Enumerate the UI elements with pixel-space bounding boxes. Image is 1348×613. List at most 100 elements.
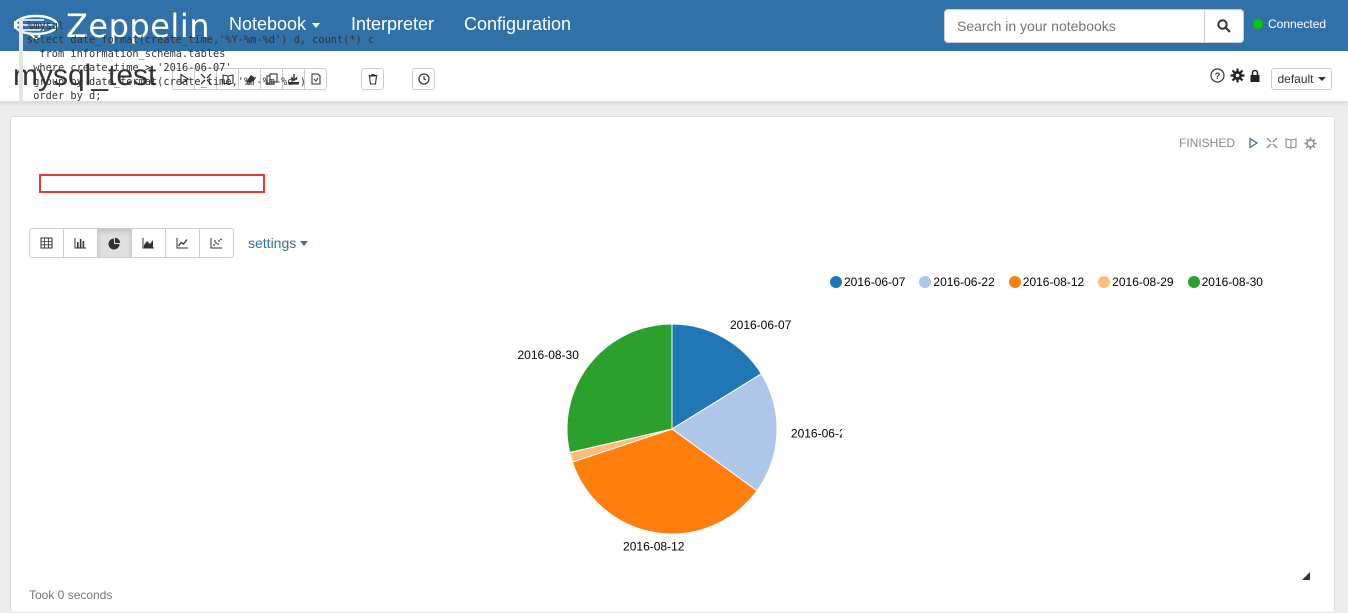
gear-icon[interactable] bbox=[1230, 68, 1245, 83]
brand-name[interactable]: Zeppelin bbox=[66, 7, 210, 45]
legend-item[interactable]: 2016-06-22 bbox=[919, 275, 995, 289]
scheduler-group bbox=[412, 68, 435, 90]
search-icon bbox=[1217, 19, 1231, 33]
note-title[interactable]: mysql_test bbox=[13, 59, 157, 92]
run-all-icon bbox=[179, 73, 189, 85]
search-button[interactable] bbox=[1204, 9, 1244, 43]
legend-swatch bbox=[1187, 276, 1200, 288]
delete-note-button[interactable] bbox=[361, 68, 384, 90]
hide-code-button[interactable] bbox=[194, 68, 217, 90]
highlight-annotation bbox=[39, 174, 265, 193]
legend-label: 2016-06-07 bbox=[844, 275, 906, 289]
top-navbar: Zeppelin Notebook Interpreter Configurat… bbox=[0, 0, 1348, 51]
trash-icon bbox=[368, 74, 377, 85]
legend-label: 2016-08-12 bbox=[1022, 275, 1085, 289]
hide-output-icon bbox=[221, 74, 234, 85]
table-view-button[interactable] bbox=[29, 228, 64, 258]
settings-label[interactable]: settings bbox=[248, 235, 297, 251]
table-icon bbox=[40, 237, 53, 249]
run-paragraph-button[interactable] bbox=[1246, 136, 1260, 150]
pie-chart-icon bbox=[108, 237, 121, 249]
settings-toggle[interactable]: settings bbox=[248, 235, 309, 251]
zeppelin-logo-icon bbox=[13, 14, 59, 41]
clone-icon bbox=[265, 73, 278, 85]
pie-slice-label: 2016-08-12 bbox=[623, 540, 685, 554]
note-settings-icons: ? bbox=[1210, 68, 1261, 83]
legend-swatch bbox=[830, 276, 842, 288]
hide-editor-button[interactable] bbox=[1265, 136, 1279, 150]
legend-label: 2016-08-29 bbox=[1112, 275, 1174, 289]
legend-item[interactable]: 2016-06-07 bbox=[830, 275, 905, 289]
bar-chart-icon bbox=[74, 238, 86, 249]
gear-icon bbox=[1304, 137, 1317, 149]
nav-notebook-label[interactable]: Notebook bbox=[229, 14, 307, 34]
brand[interactable]: Zeppelin bbox=[10, 4, 210, 48]
nav-configuration[interactable]: Configuration bbox=[464, 14, 572, 34]
hide-result-button[interactable] bbox=[1284, 136, 1298, 150]
code-line: order by d; bbox=[27, 90, 102, 102]
legend-swatch bbox=[1008, 276, 1021, 288]
chart-legend: 2016-06-07 2016-06-22 2016-08-12 2016-08… bbox=[830, 275, 1277, 289]
lock-icon[interactable] bbox=[1249, 69, 1261, 83]
export-icon bbox=[288, 74, 299, 85]
connection-indicator-icon bbox=[1253, 19, 1263, 29]
scatter-chart-button[interactable] bbox=[199, 228, 234, 258]
paragraph-settings-button[interactable] bbox=[1303, 136, 1317, 150]
bar-chart-button[interactable] bbox=[63, 228, 98, 258]
note-toolbar bbox=[172, 68, 327, 90]
area-chart-button[interactable] bbox=[131, 228, 166, 258]
clear-output-icon bbox=[244, 75, 255, 85]
pie-chart-button[interactable] bbox=[97, 228, 132, 258]
pie-chart: 2016-06-07 2016-06-22 2016-08-12 2016-08-30 bbox=[518, 318, 842, 554]
legend-item[interactable]: 2016-08-12 bbox=[1008, 275, 1085, 289]
code-line: %mysql bbox=[27, 20, 65, 32]
pie-slice-label: 2016-06-07 bbox=[730, 318, 792, 332]
pie-slice-label: 2016-06-22 bbox=[791, 426, 842, 440]
note-header: mysql_test ? bbox=[0, 51, 1348, 102]
code-line: where create_time > '2016-06-07' bbox=[27, 62, 232, 74]
paragraph-footer: Took 0 seconds bbox=[29, 588, 113, 602]
legend-swatch bbox=[919, 276, 932, 288]
connection-status: Connected bbox=[1253, 17, 1326, 31]
legend-swatch bbox=[1098, 276, 1111, 288]
help-icon[interactable]: ? bbox=[1210, 68, 1225, 83]
trash-group bbox=[361, 68, 384, 90]
clock-icon bbox=[417, 73, 430, 85]
visualization-switcher bbox=[29, 228, 234, 258]
legend-item[interactable]: 2016-08-30 bbox=[1187, 275, 1263, 289]
chevron-down-icon bbox=[300, 240, 309, 246]
pie-slice[interactable] bbox=[566, 323, 673, 454]
code-line: from information_schema.tables bbox=[27, 48, 226, 60]
svg-text:?: ? bbox=[1215, 71, 1221, 81]
paragraph-status: FINISHED bbox=[1179, 136, 1236, 150]
hide-code-icon bbox=[200, 73, 211, 85]
scheduler-button[interactable] bbox=[412, 68, 435, 90]
area-chart-icon bbox=[142, 238, 154, 249]
version-icon bbox=[310, 73, 321, 85]
interpreter-binding-label: default bbox=[1277, 72, 1314, 86]
code-line: group by date_format(create_time,'%Y-%m-… bbox=[27, 76, 306, 88]
legend-item[interactable]: 2016-08-29 bbox=[1098, 275, 1174, 289]
code-line: select date_format(create_time,'%Y-%m-%d… bbox=[27, 34, 375, 46]
legend-label: 2016-08-30 bbox=[1201, 275, 1263, 289]
resize-handle-icon[interactable] bbox=[1302, 572, 1310, 580]
scatter-chart-icon bbox=[210, 238, 222, 249]
paragraph-controls: FINISHED bbox=[1179, 136, 1317, 150]
search-input[interactable] bbox=[944, 9, 1205, 43]
version-button[interactable] bbox=[304, 68, 327, 90]
pie-slice[interactable] bbox=[571, 428, 758, 535]
hide-output-icon bbox=[1285, 138, 1297, 149]
interpreter-binding-dropdown[interactable]: default bbox=[1271, 68, 1332, 90]
pie-slice-label: 2016-08-30 bbox=[518, 348, 580, 362]
code-editor[interactable]: %mysql select date_format(create_time,'%Y… bbox=[19, 19, 374, 103]
chevron-down-icon bbox=[312, 22, 321, 28]
nav-interpreter[interactable]: Interpreter bbox=[351, 14, 435, 34]
hide-code-icon bbox=[1266, 137, 1278, 149]
pie-slice[interactable] bbox=[671, 373, 778, 492]
connection-label: Connected bbox=[1268, 17, 1327, 31]
line-chart-button[interactable] bbox=[165, 228, 200, 258]
pie-slice[interactable] bbox=[671, 323, 763, 430]
nav-notebook[interactable]: Notebook bbox=[229, 14, 321, 35]
export-button[interactable] bbox=[282, 68, 305, 90]
chevron-down-icon bbox=[1317, 77, 1326, 81]
